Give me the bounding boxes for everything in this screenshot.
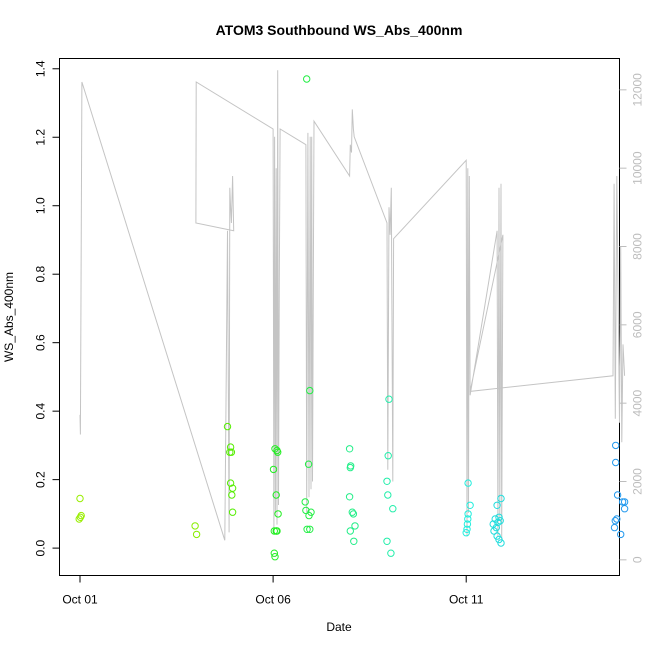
data-point-60 — [495, 513, 503, 521]
chart-title: ATOM3 Southbound WS_Abs_400nm — [216, 22, 463, 38]
data-point-77 — [610, 523, 619, 532]
x-tick-label-0: Oct 01 — [62, 593, 98, 607]
data-point-2 — [75, 515, 83, 523]
data-point-5 — [192, 530, 201, 539]
data-point-6 — [223, 422, 232, 431]
data-point-26 — [306, 386, 314, 395]
y2-tick-label-5: 10000 — [631, 151, 645, 185]
data-point-42 — [350, 537, 358, 545]
data-point-12 — [228, 491, 236, 499]
data-point-14 — [269, 465, 278, 474]
data-point-47 — [389, 505, 397, 513]
x-tick-label-1: Oct 06 — [255, 593, 291, 607]
data-point-54 — [463, 520, 472, 528]
data-point-43 — [385, 395, 393, 403]
point-series — [75, 75, 629, 561]
y-tick-label-2: 0.4 — [34, 402, 48, 419]
x-axis: Oct 01 Oct 06 Oct 11 — [62, 575, 484, 607]
data-point-7 — [226, 443, 235, 451]
data-point-58 — [493, 501, 501, 509]
data-point-10 — [226, 479, 235, 487]
data-point-40 — [351, 522, 359, 530]
y-tick-label-1: 0.2 — [34, 471, 48, 488]
data-point-13 — [228, 508, 237, 516]
y2-tick-label-6: 12000 — [631, 73, 645, 107]
data-point-4 — [191, 522, 199, 530]
data-point-44 — [384, 452, 392, 460]
data-point-27 — [304, 460, 313, 468]
data-point-57 — [497, 494, 505, 503]
data-point-18 — [272, 491, 280, 499]
y-axis-label: WS_Abs_400nm — [2, 272, 16, 362]
y2-tick-label-0: 0 — [631, 556, 645, 563]
data-point-62 — [494, 518, 502, 527]
y-tick-label-4: 0.8 — [34, 266, 48, 283]
y-tick-label-5: 1.0 — [34, 197, 48, 214]
data-point-53 — [464, 515, 472, 523]
y2-tick-label-3: 6000 — [631, 311, 645, 338]
data-point-45 — [383, 477, 391, 485]
y-axis: 0.0 0.2 0.4 0.6 0.8 1.0 1.2 1.4 — [34, 60, 60, 556]
data-point-48 — [383, 537, 391, 545]
series-line-1 — [79, 70, 626, 541]
data-point-22 — [273, 527, 281, 535]
data-point-38 — [348, 508, 356, 516]
plot-area — [59, 58, 620, 576]
data-point-70 — [612, 458, 620, 467]
data-point-25 — [303, 75, 311, 83]
data-point-61 — [496, 517, 504, 525]
data-point-17 — [274, 448, 282, 456]
data-point-46 — [384, 491, 392, 499]
line-series — [79, 70, 626, 541]
x-axis-label: Date — [326, 620, 352, 634]
data-point-31 — [305, 511, 313, 520]
x-tick-label-2: Oct 11 — [449, 593, 484, 607]
y-tick-label-7: 1.4 — [34, 60, 48, 77]
data-point-32 — [303, 525, 311, 533]
data-point-24 — [271, 553, 279, 561]
data-point-23 — [270, 549, 278, 557]
data-point-33 — [306, 525, 314, 533]
y-tick-label-6: 1.2 — [34, 129, 48, 146]
data-point-37 — [345, 493, 354, 501]
data-point-55 — [463, 525, 471, 533]
data-point-68 — [497, 539, 505, 547]
data-point-34 — [345, 445, 354, 453]
data-point-50 — [464, 479, 472, 487]
y2-axis: 0 2000 4000 6000 8000 10000 12000 — [619, 73, 645, 563]
data-point-39 — [349, 510, 358, 518]
data-point-72 — [618, 498, 627, 506]
data-point-28 — [301, 498, 309, 506]
y2-tick-label-1: 2000 — [631, 468, 645, 495]
data-point-49 — [387, 549, 395, 557]
data-point-75 — [613, 515, 621, 523]
data-point-74 — [620, 505, 629, 513]
y-tick-label-0: 0.0 — [34, 539, 48, 556]
data-point-52 — [464, 510, 472, 518]
data-point-3 — [76, 513, 85, 521]
data-point-71 — [613, 491, 622, 499]
data-point-76 — [611, 517, 619, 525]
data-point-69 — [612, 441, 620, 450]
data-point-78 — [617, 530, 625, 539]
data-point-56 — [462, 529, 470, 537]
data-point-36 — [347, 462, 355, 470]
y-tick-label-3: 0.6 — [34, 334, 48, 351]
data-point-20 — [270, 527, 278, 535]
data-point-51 — [466, 501, 474, 509]
y2-tick-label-4: 8000 — [631, 233, 645, 260]
data-point-41 — [346, 527, 354, 535]
y2-tick-label-2: 4000 — [631, 389, 645, 416]
data-point-0 — [76, 494, 84, 503]
data-point-19 — [274, 510, 282, 518]
data-point-9 — [226, 448, 234, 456]
